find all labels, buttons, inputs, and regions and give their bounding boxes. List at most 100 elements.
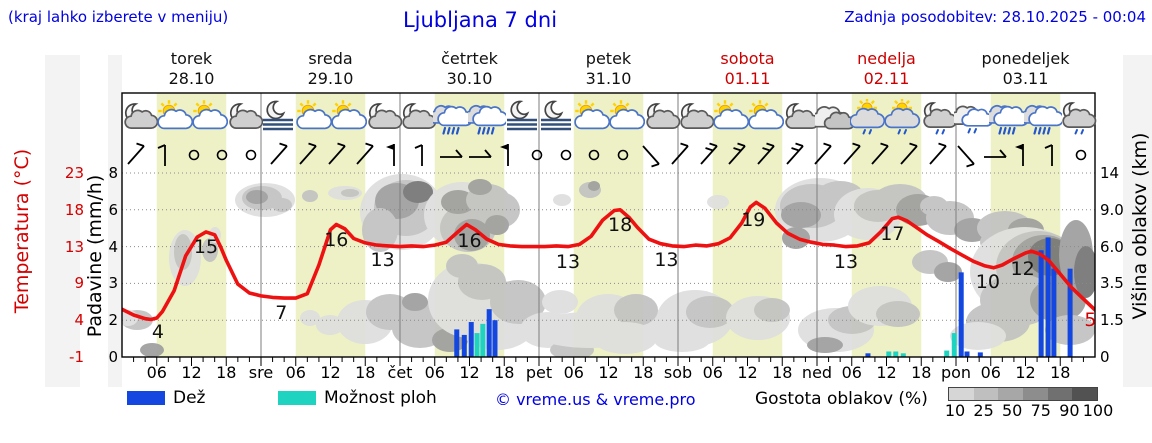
density-tick-label: 50 <box>1002 401 1023 420</box>
temperature-value-label: 15 <box>193 235 219 258</box>
weather-icon-cloud-rain <box>1023 99 1062 135</box>
cloud-blob <box>807 337 843 353</box>
wind-barb-ne2 <box>782 141 808 169</box>
weather-icon-sun-drizzle <box>884 99 923 135</box>
density-gradient-segment <box>1072 388 1098 400</box>
density-tick-label: 75 <box>1030 401 1051 420</box>
wind-barb-calm <box>209 141 235 169</box>
x-axis-label: ned <box>801 363 833 382</box>
daylight-band <box>156 93 227 357</box>
cloud-blob <box>593 322 657 354</box>
density-tick-label: 90 <box>1059 401 1080 420</box>
precip-tick-label: 3 <box>108 274 118 293</box>
rain-bar <box>964 351 970 357</box>
cloud-height-tick-label: 0 <box>1100 348 1110 366</box>
day-date: 03.11 <box>1002 69 1049 88</box>
wind-barb-e <box>438 141 464 169</box>
temp-tick-label: 9 <box>74 274 84 293</box>
day-date: 30.10 <box>446 69 493 88</box>
density-gradient-segment <box>998 388 1024 400</box>
x-axis-label: 06 <box>841 363 862 382</box>
cloud-blob <box>362 208 398 252</box>
weather-icon-moon-cloud <box>642 99 680 135</box>
weather-icon-sun-cloud <box>711 99 750 135</box>
cloud-blob <box>402 293 428 311</box>
wind-barb-e <box>467 141 493 169</box>
wind-barb-nf <box>1010 141 1036 169</box>
precip-tick-label: 6 <box>108 200 118 219</box>
temp-tick-label: 23 <box>64 164 84 182</box>
cloud-blob <box>403 181 433 203</box>
density-tick-label: 25 <box>973 401 994 420</box>
x-axis-label: pet <box>525 363 553 382</box>
cloud-blob <box>174 234 192 270</box>
temperature-value-label: 12 <box>1010 258 1035 281</box>
wind-barb-calm <box>524 141 550 169</box>
cloud-blob <box>950 322 1006 350</box>
wind-barb-calm <box>553 141 579 169</box>
day-date: 02.11 <box>863 69 910 88</box>
wind-barb-ne <box>295 141 321 169</box>
cloud-blob <box>441 190 475 214</box>
x-axis-label: 06 <box>424 363 445 382</box>
cloud-height-tick-label: 9.0 <box>1100 200 1124 219</box>
day-name: četrtek <box>441 49 498 68</box>
x-axis-label: 06 <box>146 363 167 382</box>
weather-icon-moon-cloud <box>120 99 159 135</box>
day-name: sreda <box>308 49 353 68</box>
wind-barb-se <box>638 141 664 169</box>
cloud-height-tick-label: 6.0 <box>1100 237 1124 256</box>
wind-barb-calm <box>1068 141 1094 169</box>
density-gradient-segment <box>949 388 975 400</box>
left-gutter-strip-2 <box>108 55 122 387</box>
temperature-value-label: 4 <box>151 320 164 343</box>
weather-icon-moon-drizzle <box>920 99 958 135</box>
cloud-blob <box>490 280 546 324</box>
cloud-height-tick-label: 14 <box>1100 164 1120 182</box>
temperature-value-label: 13 <box>654 248 679 271</box>
cloud-blob <box>654 328 710 352</box>
wind-barb-ne <box>266 141 292 169</box>
wind-barb-calm <box>181 141 207 169</box>
shower-bar <box>951 333 957 357</box>
cloud-blob <box>588 181 600 191</box>
temperature-line <box>122 200 1095 322</box>
wind-barb-n <box>152 141 178 169</box>
wind-barb-ne <box>324 141 350 169</box>
temp-tick-label: -1 <box>69 348 84 366</box>
density-tick-label: 100 <box>1082 401 1114 420</box>
x-axis-label: 12 <box>1015 363 1036 382</box>
wind-barb-ne <box>667 141 693 169</box>
density-tick-label: 10 <box>944 401 966 420</box>
copyright-link[interactable]: © vreme.us & vreme.pro <box>495 390 696 409</box>
temperature-value-label: 16 <box>457 230 482 253</box>
showers-legend-label: Možnost ploh <box>324 388 437 408</box>
weather-icon-sun-cloud <box>190 99 228 135</box>
temperature-value-label: 7 <box>275 301 288 324</box>
x-axis-label: 06 <box>563 363 584 382</box>
cloud-density-label: Gostota oblakov (%) <box>755 389 928 409</box>
wind-barb-ne <box>925 141 951 169</box>
cloud-blob <box>934 262 962 282</box>
weather-icon-moon-cloud <box>225 99 263 135</box>
wind-barb-ne <box>839 141 865 169</box>
weather-icon-moon-drizzle <box>1059 99 1097 135</box>
wind-barb-se <box>953 141 979 169</box>
weather-icon-cloud-rain <box>989 99 1028 135</box>
day-name: nedelja <box>857 49 916 68</box>
rain-bar <box>865 353 871 357</box>
cloud-height-tick-label: 3.5 <box>1100 274 1124 293</box>
wind-barb-nf <box>381 141 407 169</box>
density-gradient-segment <box>973 388 999 400</box>
weather-icon-moon-cloud <box>398 99 437 135</box>
x-axis-label: 18 <box>216 363 237 382</box>
day-name: sobota <box>720 49 775 68</box>
x-axis-label: 06 <box>702 363 723 382</box>
wind-barb-ne2 <box>724 141 750 169</box>
cloud-blob <box>272 198 292 212</box>
rain-bar <box>958 272 964 357</box>
temperature-value-label: 17 <box>880 222 905 245</box>
wind-barb-ne <box>896 141 922 169</box>
density-gradient-segment <box>1047 388 1073 400</box>
